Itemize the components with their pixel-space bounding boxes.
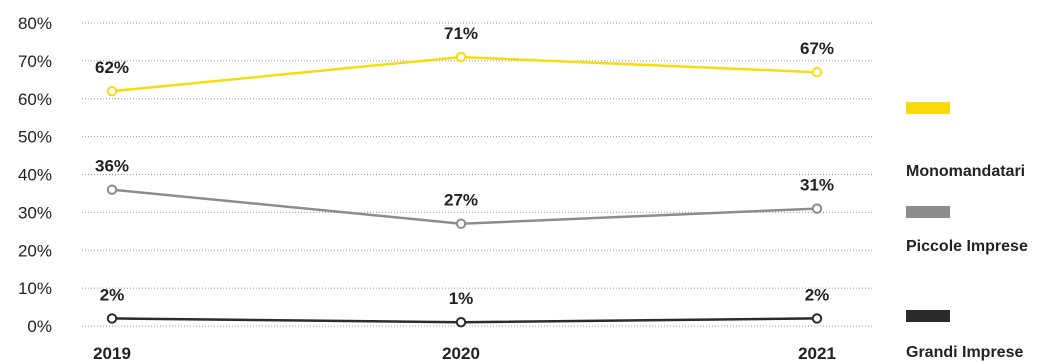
data-point — [106, 184, 118, 195]
legend-swatch — [906, 310, 950, 322]
data-point — [811, 67, 823, 78]
legend: Monomandatari Piccole Imprese Grandi Impre… — [906, 102, 1028, 361]
data-point — [455, 317, 467, 328]
y-tick-label: 30% — [18, 203, 52, 222]
y-tick-label: 60% — [18, 90, 52, 109]
y-tick-label: 20% — [18, 241, 52, 260]
legend-swatch — [906, 206, 950, 218]
y-tick-label: 40% — [18, 166, 52, 185]
x-tick-label: 2021 — [798, 344, 836, 362]
data-label: 27% — [444, 191, 478, 210]
legend-label: Piccole Imprese — [906, 238, 1028, 255]
legend-label: Grandi Imprese — [906, 344, 1023, 361]
data-label: 1% — [449, 289, 474, 308]
data-label: 2% — [100, 285, 125, 304]
data-label: 71% — [444, 24, 478, 43]
data-labels: 62% 71% 67% 36% 27% 31% 2% 1% 2% — [95, 24, 834, 308]
data-point — [811, 203, 823, 214]
data-point — [106, 85, 118, 97]
legend-label: Monomandatari — [906, 163, 1025, 180]
y-tick-label: 0% — [27, 317, 52, 336]
y-axis-ticks: 0% 10% 20% 30% 40% 50% 60% 70% 80% — [18, 14, 52, 336]
series-lines — [106, 51, 823, 328]
y-tick-label: 50% — [18, 128, 52, 147]
y-tick-label: 80% — [18, 14, 52, 33]
data-label: 31% — [800, 176, 834, 195]
data-point — [455, 218, 467, 229]
x-axis-ticks: 2019 2020 2021 — [93, 344, 836, 362]
y-tick-label: 70% — [18, 52, 52, 71]
y-tick-label: 10% — [18, 279, 52, 298]
x-tick-label: 2020 — [442, 344, 480, 362]
x-tick-label: 2019 — [93, 344, 131, 362]
legend-swatch — [906, 102, 950, 114]
series-line — [111, 55, 818, 93]
data-point — [811, 313, 823, 324]
data-label: 62% — [95, 58, 129, 77]
data-point — [106, 313, 118, 324]
data-label: 36% — [95, 157, 129, 176]
data-point — [455, 51, 467, 63]
data-label: 67% — [800, 39, 834, 58]
data-label: 2% — [805, 285, 830, 304]
